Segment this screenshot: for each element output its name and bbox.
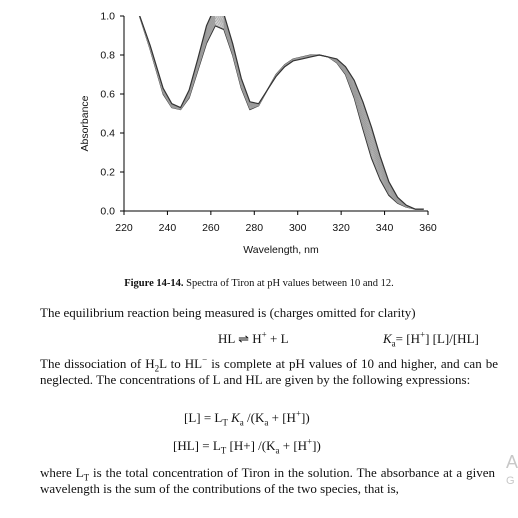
figure-caption-text: Spectra of Tiron at pH values between 10…	[186, 278, 394, 289]
eq1-plus: +	[261, 329, 267, 340]
eq2-csub: a	[264, 417, 269, 428]
eq3-csup: +	[307, 436, 313, 447]
paragraph-2: The dissociation of H2L to HL− is comple…	[40, 354, 498, 387]
ka-equation: Ka= [H+] [L]/[HL]	[383, 329, 479, 349]
figure-caption: Figure 14-14. Spectra of Tiron at pH val…	[0, 278, 518, 289]
x-tick-label: 220	[115, 222, 133, 234]
x-axis-label: Wavelength, nm	[243, 244, 319, 256]
eq1-lhs: HL	[218, 331, 235, 346]
equilibrium-equation: HL ⇌ H+ + L	[218, 329, 289, 347]
x-tick-label: 280	[246, 222, 264, 234]
x-tick-label: 300	[289, 222, 307, 234]
y-tick-label: 0.6	[100, 89, 115, 101]
eq1-arrow: ⇌	[238, 331, 250, 346]
p3-b: is the total concentration of Tiron in t…	[40, 465, 495, 496]
paragraph-3: where LT is the total concentration of T…	[40, 465, 495, 496]
x-tick-label: 320	[332, 222, 350, 234]
y-tick-label: 0.0	[100, 206, 115, 218]
spectrum-line-14	[139, 16, 424, 210]
eq3-c: + [H	[279, 438, 308, 453]
equation-hl: [HL] = LT [H+] /(Ka + [H+])	[173, 436, 321, 456]
p2-sub: 2	[154, 363, 160, 374]
p2-b: L to HL	[159, 356, 203, 371]
eq3-sub: T	[220, 445, 227, 456]
y-tick-label: 0.2	[100, 167, 115, 179]
p2-a: The dissociation of H	[40, 356, 155, 371]
y-tick-label: 0.4	[100, 128, 115, 140]
spectra-chart: 0.0 0.2 0.4 0.6 0.8 1.0 220 240 260 280 300 320 340 3…	[79, 11, 437, 257]
spectra-chart-svg: 0.0 0.2 0.4 0.6 0.8 1.0 220 240 260 280 300 320 340 3…	[79, 11, 437, 257]
p3-sub: T	[83, 472, 90, 483]
eq2-e: ])	[301, 410, 310, 425]
equation-l: [L] = LT Ka /(Ka + [H+])	[184, 408, 310, 428]
eq2-c: /(K	[243, 410, 265, 425]
eq2-b: K	[227, 410, 240, 425]
p2-c: is complete at pH values of 10 and highe…	[40, 356, 498, 387]
ka-rhs: = [H	[395, 331, 420, 346]
x-tick-label: 360	[419, 222, 437, 234]
p3-a: where L	[40, 465, 84, 480]
y-axis-label: Absorbance	[79, 95, 91, 151]
eq2-a: [L] = L	[184, 410, 223, 425]
ka-rhs-tail: ] [L]/[HL]	[425, 331, 479, 346]
eq1-rhs1: H	[252, 331, 262, 346]
ka-sub: a	[391, 338, 396, 349]
y-tick-label: 0.8	[100, 50, 115, 62]
eq3-a: [HL] = L	[173, 438, 221, 453]
ka-rhs-sup: +	[419, 329, 426, 340]
ka-symbol: K	[383, 331, 392, 346]
eq3-b: [H+] /(K	[226, 438, 276, 453]
eq3-bsub: a	[275, 445, 280, 456]
eq1-rhs2: + L	[269, 331, 289, 346]
paragraph-1: The equilibrium reaction being measured …	[40, 305, 416, 320]
x-tick-label: 240	[159, 222, 177, 234]
figure-label: Figure 14-14.	[124, 278, 184, 289]
x-tick-label: 260	[202, 222, 220, 234]
eq2-bsub: a	[239, 417, 244, 428]
eq3-d: ])	[312, 438, 321, 453]
eq2-d: + [H	[268, 410, 296, 425]
eq2-sub: T	[222, 417, 228, 428]
p2-sup: −	[202, 354, 208, 365]
x-tick-label: 340	[376, 222, 394, 234]
side-letter-a: A	[506, 452, 518, 472]
side-letter-g: G	[506, 475, 515, 487]
y-tick-label: 1.0	[100, 11, 115, 23]
eq2-dsup: +	[295, 408, 302, 419]
